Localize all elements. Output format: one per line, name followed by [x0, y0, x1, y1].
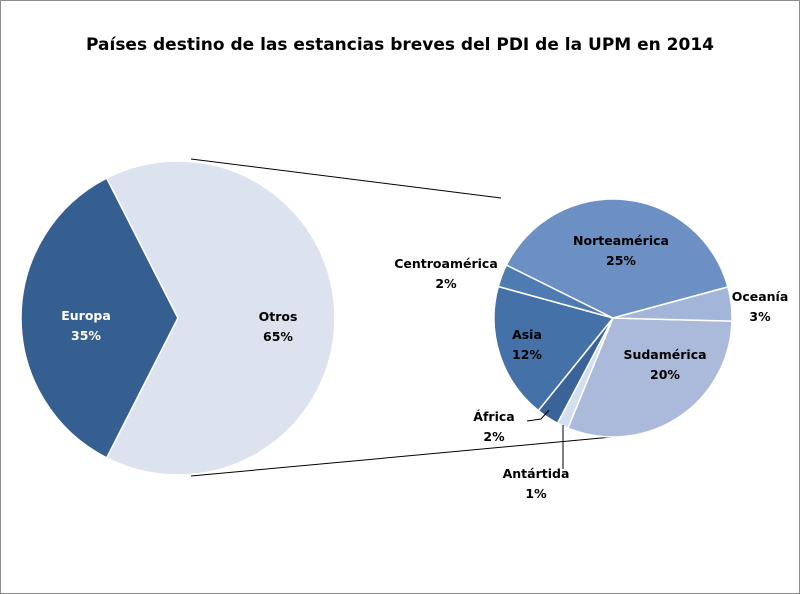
chart-title: Países destino de las estancias breves d…	[86, 35, 714, 55]
label-sudamerica: Sudamérica 20%	[623, 347, 707, 382]
slice-norteamerica	[505, 198, 729, 319]
slice-sudamerica	[566, 317, 733, 438]
connector-line-top	[190, 158, 502, 199]
leader-line-africa	[526, 409, 550, 422]
label-europa: Europa 35%	[61, 308, 111, 343]
label-antartida: Antártida 1%	[502, 466, 570, 501]
slice-oceania	[612, 286, 733, 322]
label-asia: Asia 12%	[512, 327, 542, 362]
label-africa: África 2%	[473, 409, 515, 444]
label-centroamerica: Centroamérica 2%	[394, 256, 498, 291]
slice-asia	[493, 285, 615, 412]
label-oceania: Oceanía 3%	[731, 289, 789, 324]
connector-line-bottom	[190, 435, 624, 477]
label-norteamerica: Norteamérica 25%	[573, 233, 669, 268]
slice-otros	[105, 160, 336, 476]
slice-europa	[20, 177, 179, 459]
label-otros: Otros 65%	[258, 309, 298, 344]
